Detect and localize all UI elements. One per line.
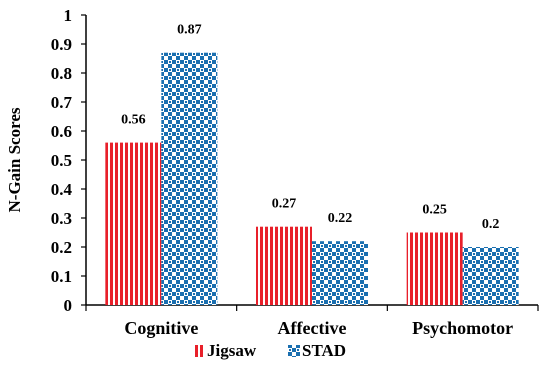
data-label: 0.22: [328, 211, 353, 226]
x-tick-label: Affective: [278, 318, 347, 338]
y-axis-ticks: 0 0.1 0.2 0.3 0.4 0.5 0.6 0.7 0.8 0.9 1: [51, 6, 86, 315]
x-tick-label: Cognitive: [124, 318, 198, 338]
y-tick-label: 0.5: [51, 151, 72, 170]
data-label: 0.56: [121, 113, 146, 128]
data-label: 0.27: [272, 197, 297, 212]
y-tick-label: 0.4: [51, 180, 73, 199]
bar-jigsaw-cognitive: [105, 142, 162, 305]
bar-stad-cognitive: [161, 52, 218, 306]
data-label: 0.87: [177, 23, 202, 38]
y-tick-label: 0.7: [51, 93, 73, 112]
bar-stad-psychomotor: [462, 247, 519, 305]
legend: Jigsaw STAD: [193, 341, 346, 360]
bars: 0.56 0.87 0.27 0.22 0.25 0.2: [105, 23, 519, 306]
y-tick-label: 0.1: [51, 267, 72, 286]
legend-swatch-stad: [288, 345, 300, 357]
y-tick-label: 0.6: [51, 122, 72, 141]
legend-swatch-jigsaw: [193, 345, 205, 357]
bar-jigsaw-psychomotor: [406, 232, 463, 305]
x-axis-ticks: Cognitive Affective Psychomotor: [85, 305, 539, 338]
x-tick-label: Psychomotor: [412, 318, 513, 338]
y-tick-label: 0.2: [51, 238, 72, 257]
y-tick-label: 0: [64, 296, 73, 315]
legend-label-stad: STAD: [302, 341, 346, 360]
legend-label-jigsaw: Jigsaw: [207, 341, 257, 360]
data-label: 0.2: [482, 217, 500, 232]
y-tick-label: 0.9: [51, 35, 72, 54]
bar-stad-affective: [312, 241, 368, 305]
y-tick-label: 0.8: [51, 64, 72, 83]
data-label: 0.25: [422, 203, 447, 218]
y-axis-label: N-Gain Scores: [5, 107, 24, 212]
y-tick-label: 0.3: [51, 209, 72, 228]
bar-jigsaw-affective: [256, 226, 312, 305]
y-tick-label: 1: [64, 6, 73, 25]
